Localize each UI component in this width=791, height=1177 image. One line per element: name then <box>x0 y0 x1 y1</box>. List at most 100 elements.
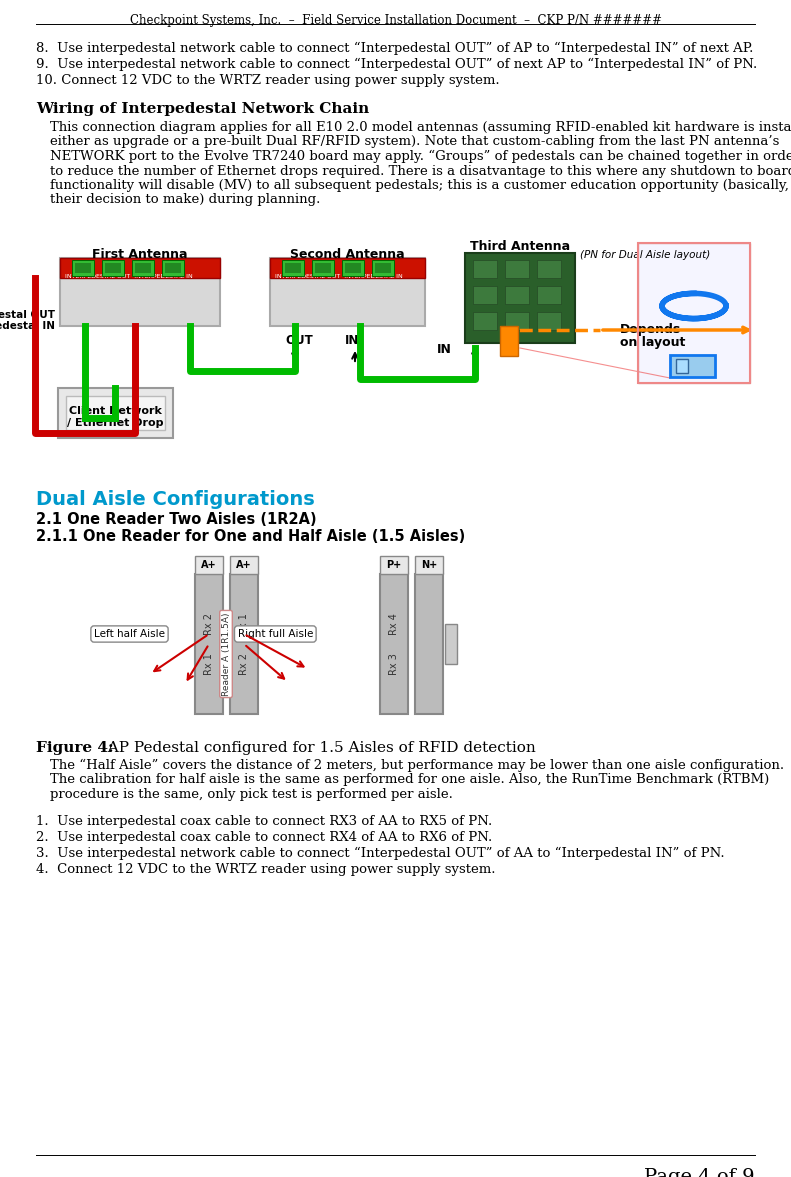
Bar <box>676 359 688 373</box>
Text: to Inter-pedestal IN: to Inter-pedestal IN <box>0 321 55 331</box>
Bar <box>132 260 154 275</box>
Bar <box>537 286 561 304</box>
Text: The calibration for half aisle is the same as performed for one aisle. Also, the: The calibration for half aisle is the sa… <box>50 773 770 786</box>
Bar <box>270 258 425 326</box>
Bar <box>638 242 750 383</box>
Bar <box>465 253 575 343</box>
Bar <box>315 262 331 273</box>
Bar <box>285 262 301 273</box>
Text: A+: A+ <box>237 560 252 570</box>
Text: Right full Aisle: Right full Aisle <box>237 629 313 639</box>
Bar <box>165 262 181 273</box>
Bar <box>195 574 223 714</box>
Text: Left half Aisle: Left half Aisle <box>94 629 165 639</box>
Bar <box>60 258 220 278</box>
Bar <box>505 286 529 304</box>
Bar <box>473 286 497 304</box>
Bar <box>58 388 173 438</box>
Text: Inter-pedestal OUT: Inter-pedestal OUT <box>0 310 55 320</box>
Text: First Antenna: First Antenna <box>93 248 187 261</box>
Text: Rx 1: Rx 1 <box>239 613 249 634</box>
Bar <box>230 574 258 714</box>
Text: Rx 3: Rx 3 <box>389 653 399 674</box>
Text: 2.1.1 One Reader for One and Half Aisle (1.5 Aisles): 2.1.1 One Reader for One and Half Aisle … <box>36 528 465 544</box>
Bar <box>375 262 391 273</box>
Bar <box>537 260 561 278</box>
Text: either as upgrade or a pre-built Dual RF/RFID system). Note that custom-cabling : either as upgrade or a pre-built Dual RF… <box>50 135 779 148</box>
Bar <box>60 258 220 326</box>
Bar <box>473 260 497 278</box>
Bar <box>638 242 750 383</box>
Text: IN: IN <box>345 334 359 347</box>
Bar <box>75 262 91 273</box>
Text: 1.  Use interpedestal coax cable to connect RX3 of AA to RX5 of PN.: 1. Use interpedestal coax cable to conne… <box>36 814 492 827</box>
Text: OUT: OUT <box>285 334 312 347</box>
Text: their decision to make) during planning.: their decision to make) during planning. <box>50 193 320 206</box>
Bar <box>312 260 334 275</box>
Bar <box>282 260 304 275</box>
Bar <box>135 262 151 273</box>
Text: Dual Aisle Configurations: Dual Aisle Configurations <box>36 490 315 508</box>
Text: (PN for Dual Aisle layout): (PN for Dual Aisle layout) <box>580 250 710 260</box>
Bar <box>670 355 715 377</box>
Text: P+: P+ <box>386 560 402 570</box>
Bar <box>505 260 529 278</box>
Bar <box>195 556 223 574</box>
Bar <box>105 262 121 273</box>
Text: Wiring of Interpedestal Network Chain: Wiring of Interpedestal Network Chain <box>36 102 369 117</box>
Text: 8.  Use interpedestal network cable to connect “Interpedestal OUT” of AP to “Int: 8. Use interpedestal network cable to co… <box>36 42 753 55</box>
Bar <box>162 260 184 275</box>
Bar <box>415 556 443 574</box>
Text: 4.  Connect 12 VDC to the WRTZ reader using power supply system.: 4. Connect 12 VDC to the WRTZ reader usi… <box>36 863 495 876</box>
Text: N+: N+ <box>421 560 437 570</box>
Text: AP Pedestal configured for 1.5 Aisles of RFID detection: AP Pedestal configured for 1.5 Aisles of… <box>98 742 536 754</box>
Bar <box>230 556 258 574</box>
Text: / Ethernet Drop: / Ethernet Drop <box>66 418 163 428</box>
Bar <box>270 258 425 278</box>
Bar <box>537 312 561 330</box>
Text: Rx 2: Rx 2 <box>239 653 249 674</box>
Bar <box>36 222 755 478</box>
Bar <box>372 260 394 275</box>
Text: 2.  Use interpedestal coax cable to connect RX4 of AA to RX6 of PN.: 2. Use interpedestal coax cable to conne… <box>36 831 492 844</box>
Text: The “Half Aisle” covers the distance of 2 meters, but performance may be lower t: The “Half Aisle” covers the distance of … <box>50 759 784 772</box>
Text: IN: IN <box>437 343 452 355</box>
Text: Reader A (1R1.5A): Reader A (1R1.5A) <box>221 612 230 696</box>
Text: Page 4 of 9: Page 4 of 9 <box>645 1168 755 1177</box>
Text: NETWORK port to the Evolve TR7240 board may apply. “Groups” of pedestals can be : NETWORK port to the Evolve TR7240 board … <box>50 149 791 164</box>
Text: 9.  Use interpedestal network cable to connect “Interpedestal OUT” of next AP to: 9. Use interpedestal network cable to co… <box>36 58 757 72</box>
Bar <box>342 260 364 275</box>
Text: INTERPEDESTAL OUT  INTERPEDESTAL IN: INTERPEDESTAL OUT INTERPEDESTAL IN <box>275 274 403 279</box>
Text: 3.  Use interpedestal network cable to connect “Interpedestal OUT” of AA to “Int: 3. Use interpedestal network cable to co… <box>36 846 725 859</box>
Bar <box>66 395 165 430</box>
Bar <box>36 554 755 729</box>
Text: functionality will disable (MV) to all subsequent pedestals; this is a customer : functionality will disable (MV) to all s… <box>50 179 789 192</box>
Bar <box>380 574 408 714</box>
Text: Rx 2: Rx 2 <box>204 613 214 636</box>
Bar <box>500 326 518 355</box>
Text: Figure 4:: Figure 4: <box>36 742 114 754</box>
Text: Checkpoint Systems, Inc.  –  Field Service Installation Document  –  CKP P/N ###: Checkpoint Systems, Inc. – Field Service… <box>130 14 661 27</box>
Bar <box>445 624 457 664</box>
Text: Depends: Depends <box>620 322 681 335</box>
Bar <box>380 556 408 574</box>
Text: Client Network: Client Network <box>69 406 161 415</box>
Text: Rx 1: Rx 1 <box>204 653 214 674</box>
Bar <box>345 262 361 273</box>
Text: 10. Connect 12 VDC to the WRTZ reader using power supply system.: 10. Connect 12 VDC to the WRTZ reader us… <box>36 74 500 87</box>
Bar <box>505 312 529 330</box>
Text: Second Antenna: Second Antenna <box>290 248 404 261</box>
Text: on layout: on layout <box>620 335 685 350</box>
Text: procedure is the same, only pick test is performed per aisle.: procedure is the same, only pick test is… <box>50 787 453 802</box>
Bar <box>102 260 124 275</box>
Text: A+: A+ <box>201 560 217 570</box>
Text: Third Antenna: Third Antenna <box>470 240 570 253</box>
Bar <box>473 312 497 330</box>
Text: This connection diagram applies for all E10 2.0 model antennas (assuming RFID-en: This connection diagram applies for all … <box>50 121 791 134</box>
Text: 2.1 One Reader Two Aisles (1R2A): 2.1 One Reader Two Aisles (1R2A) <box>36 512 316 527</box>
Text: to reduce the number of Ethernet drops required. There is a disatvantage to this: to reduce the number of Ethernet drops r… <box>50 165 791 178</box>
Bar <box>72 260 94 275</box>
Text: Rx 4: Rx 4 <box>389 613 399 634</box>
Text: INTERPEDESTAL OUT  INTERPEDESTAL IN: INTERPEDESTAL OUT INTERPEDESTAL IN <box>65 274 193 279</box>
Bar <box>415 574 443 714</box>
